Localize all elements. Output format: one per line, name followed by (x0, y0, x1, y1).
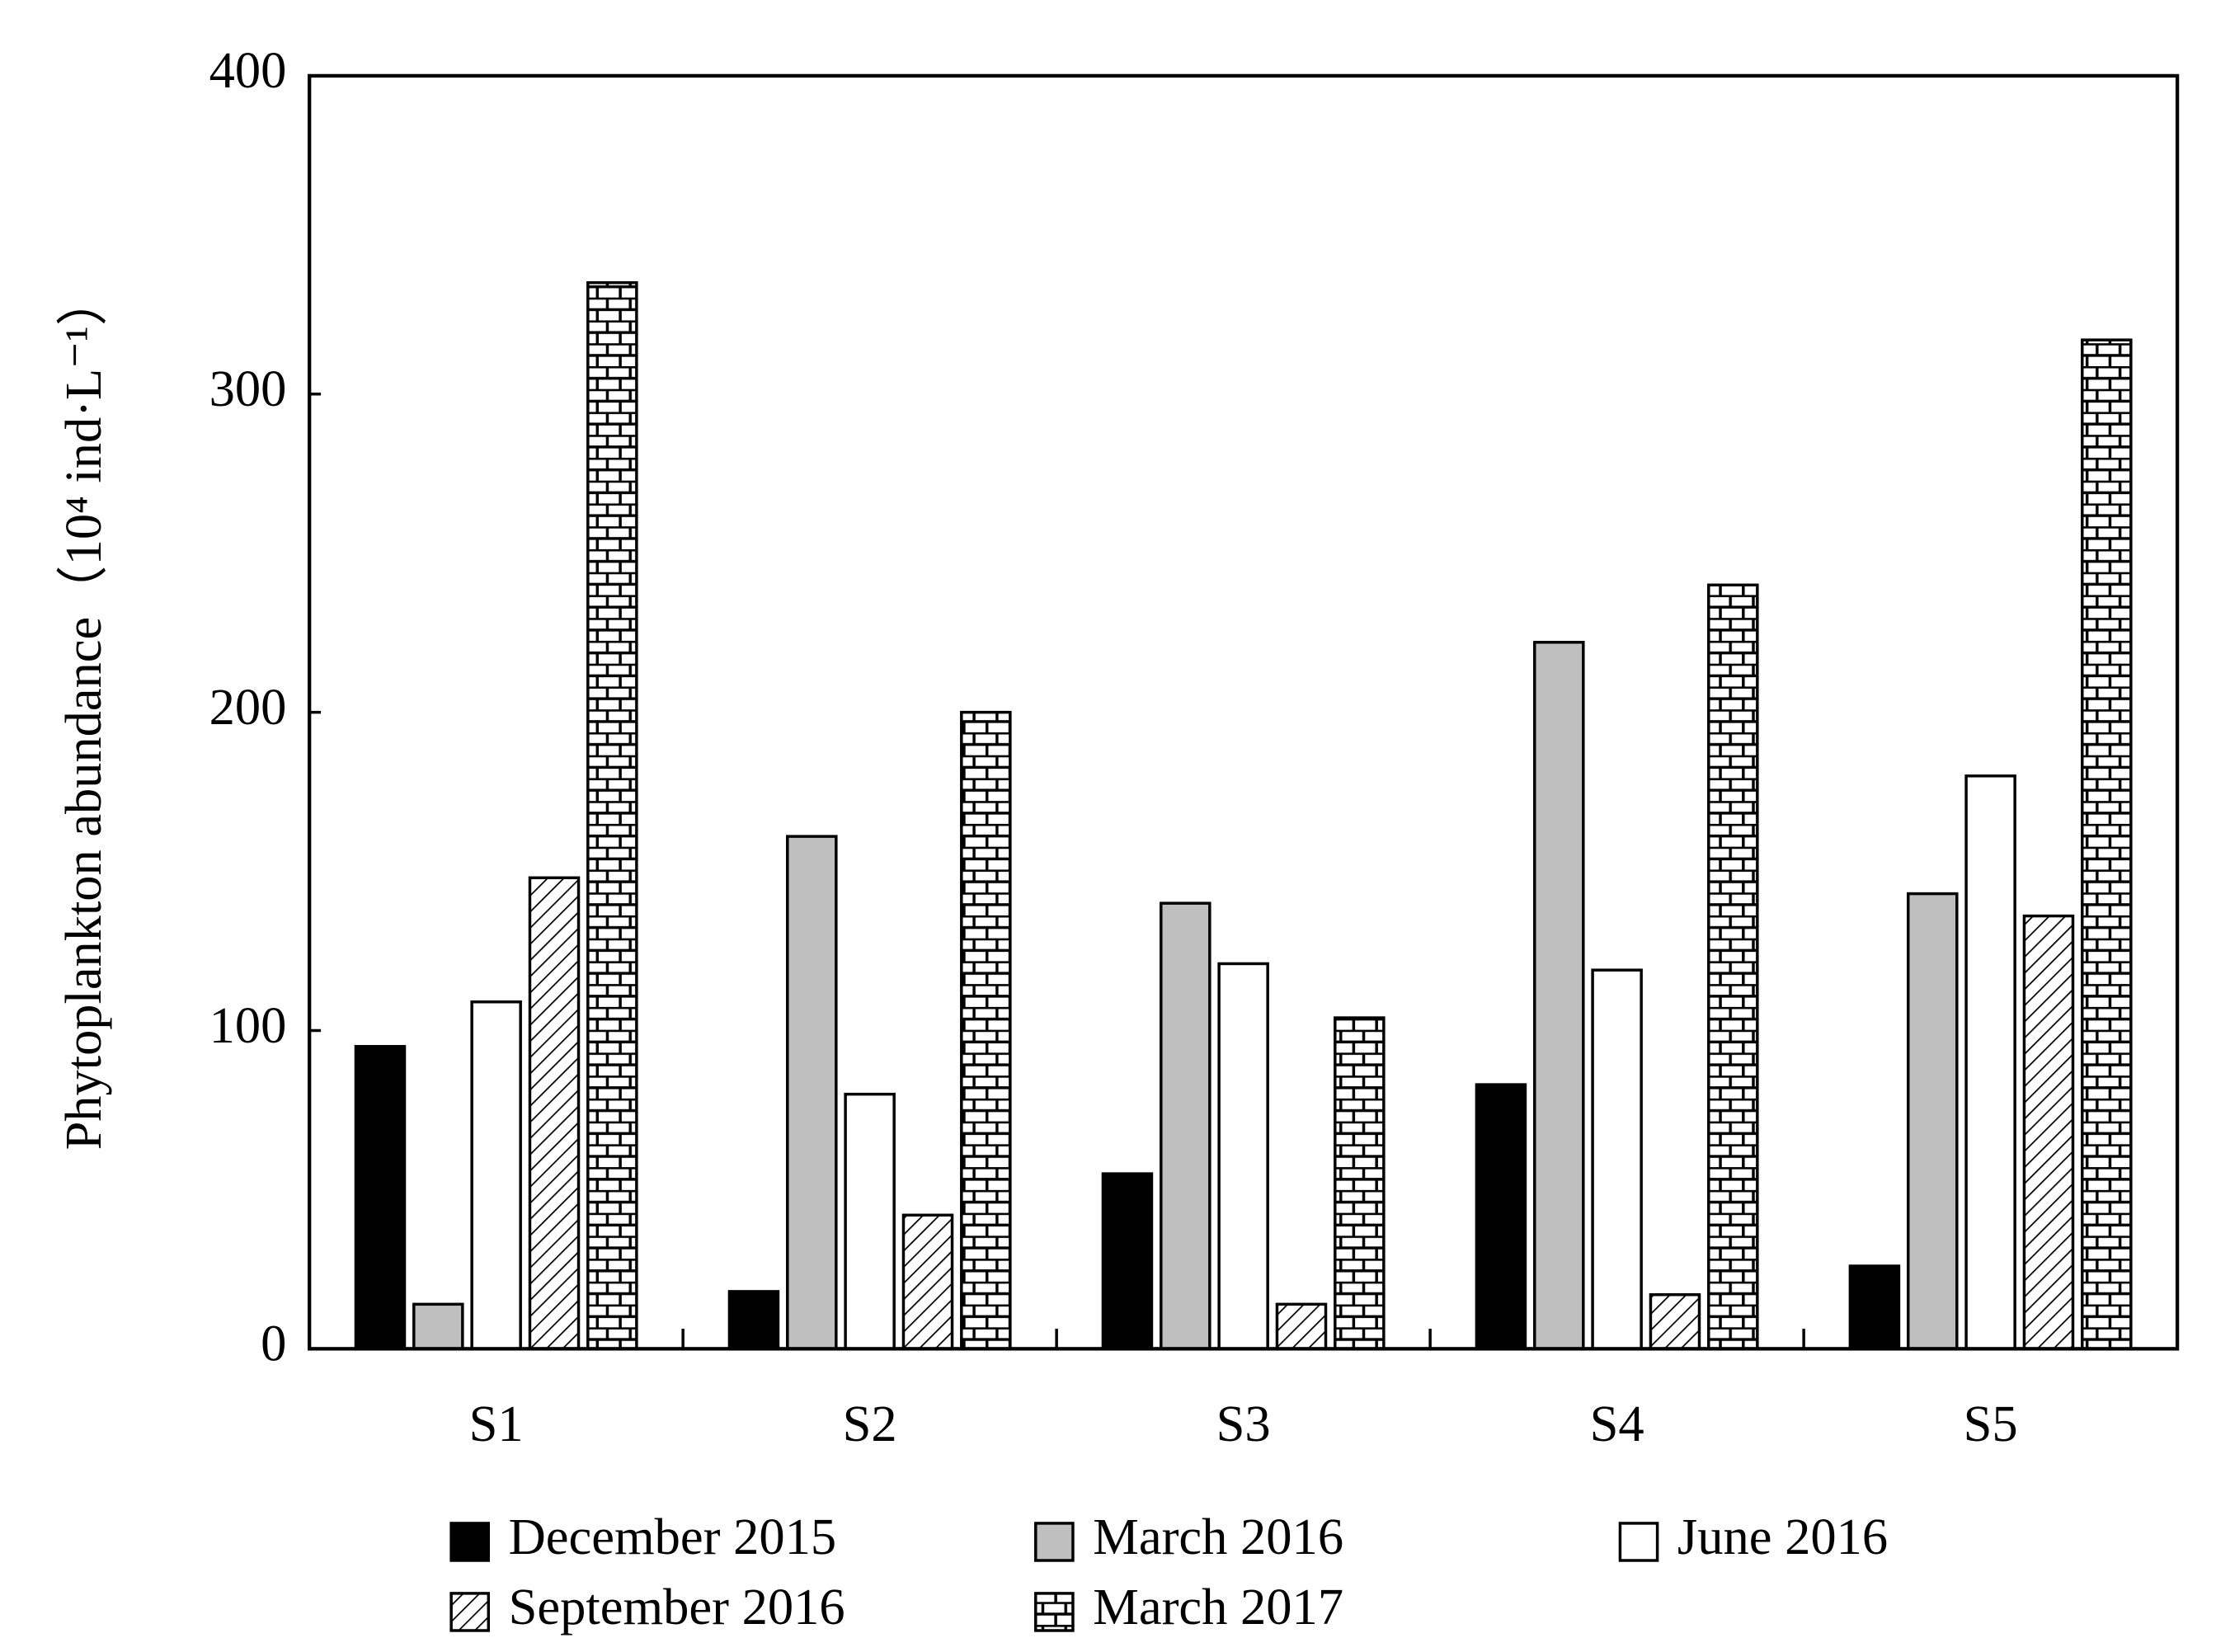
legend-swatch (1034, 1522, 1075, 1562)
bar (1907, 892, 1959, 1351)
bar (412, 1302, 464, 1351)
y-tick-label: 0 (261, 1315, 286, 1372)
bar (586, 280, 638, 1351)
bar (470, 1000, 522, 1351)
bar (2022, 914, 2075, 1351)
bar (844, 1092, 896, 1351)
legend-label: September 2016 (509, 1578, 845, 1636)
bar (1591, 968, 1643, 1351)
bar (1533, 641, 1585, 1351)
y-axis-label: Phytoplankton abundance（10⁴ ind·L⁻¹） (54, 275, 112, 1151)
bar (1475, 1083, 1527, 1351)
x-tick-label: S1 (469, 1395, 524, 1452)
bar (528, 876, 581, 1351)
x-tick-label: S2 (843, 1395, 897, 1452)
bar (1101, 1172, 1154, 1351)
legend-swatch (1618, 1522, 1659, 1562)
x-tick-label: S4 (1590, 1395, 1644, 1452)
bar (1964, 774, 2016, 1351)
legend-label: March 2016 (1093, 1508, 1343, 1565)
bar (1848, 1264, 1901, 1351)
legend-swatch (449, 1592, 491, 1632)
x-tick-label: S3 (1216, 1395, 1271, 1452)
bar (727, 1290, 780, 1351)
bar (1160, 901, 1212, 1351)
bar (1217, 962, 1269, 1351)
legend-label: June 2016 (1677, 1508, 1888, 1565)
bar (1649, 1293, 1701, 1351)
legend-swatch (1034, 1592, 1075, 1632)
legend-swatch (449, 1522, 491, 1562)
bar (960, 710, 1012, 1351)
y-tick-label: 300 (209, 360, 287, 417)
y-tick-label: 100 (209, 996, 287, 1054)
bar (901, 1213, 954, 1351)
bar (786, 835, 838, 1351)
plot-frame (308, 73, 2180, 1351)
bar (354, 1045, 407, 1351)
bar (1275, 1302, 1328, 1351)
legend-label: December 2015 (509, 1508, 837, 1565)
bar (1334, 1016, 1386, 1351)
x-tick-label: S5 (1964, 1395, 2018, 1452)
y-tick-label: 400 (209, 41, 287, 99)
y-tick-label: 200 (209, 678, 287, 736)
bar (1707, 583, 1759, 1351)
legend-label: March 2017 (1093, 1578, 1343, 1636)
bar (2081, 338, 2133, 1351)
